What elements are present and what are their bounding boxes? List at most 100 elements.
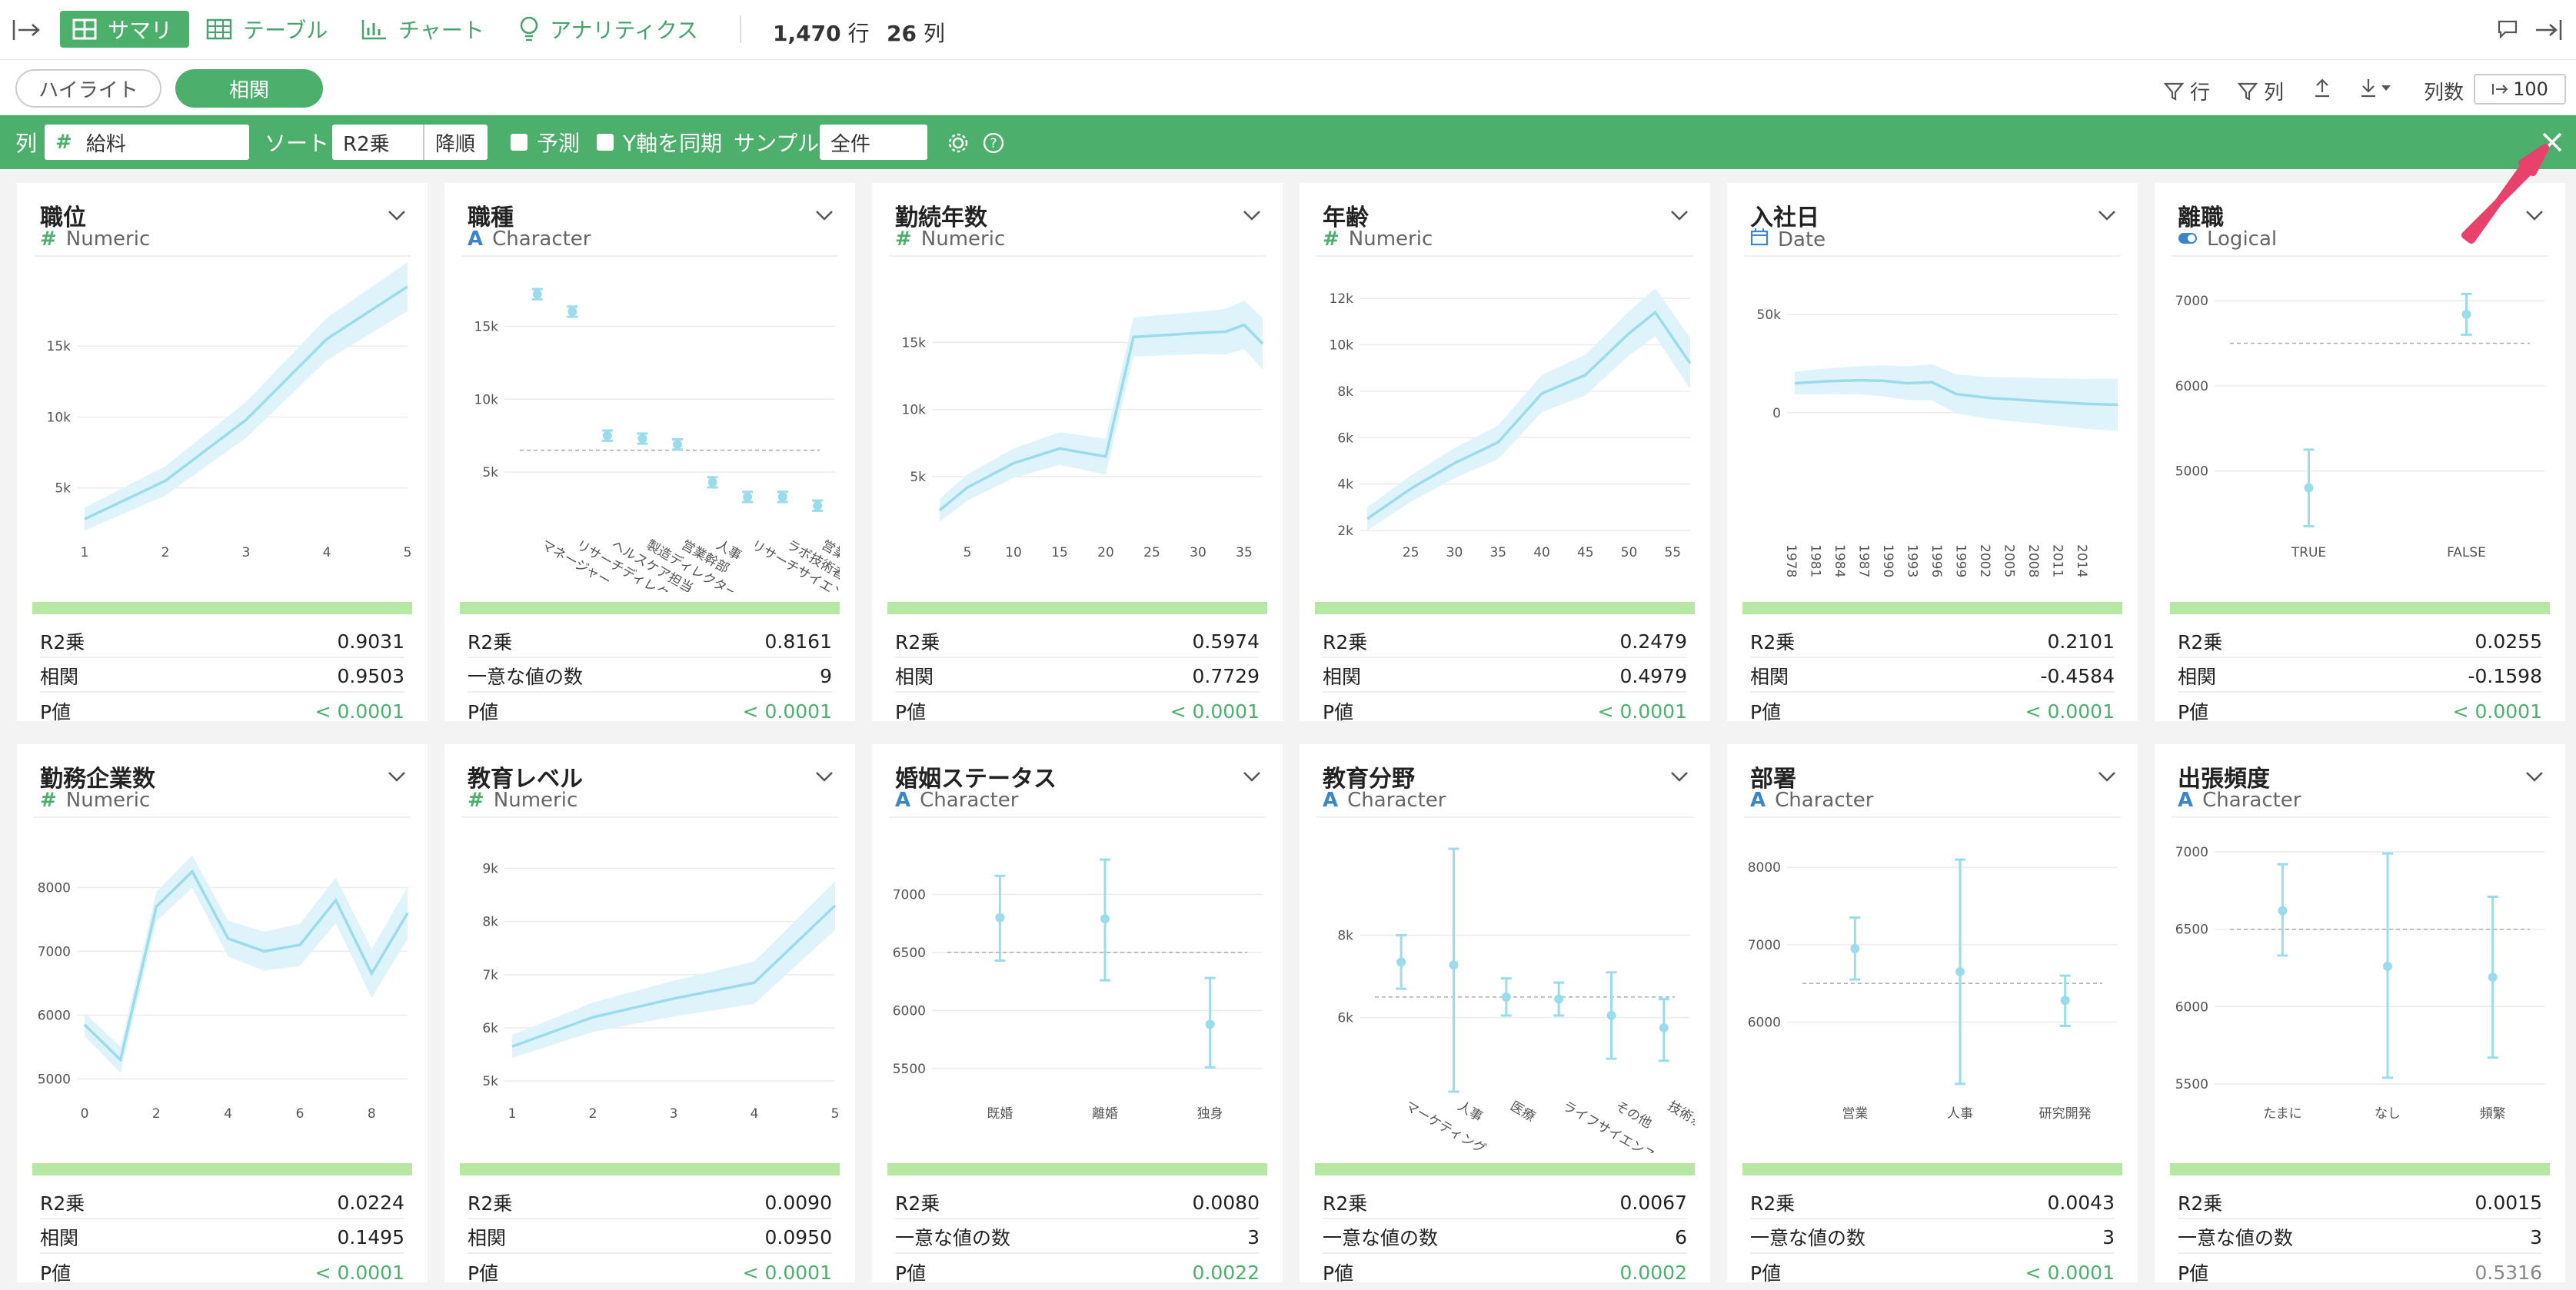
x-tick-label: 35 <box>1489 545 1506 560</box>
chevron-down-icon[interactable] <box>815 209 834 224</box>
predict-label: 予測 <box>537 131 581 156</box>
card-title: 勤務企業数 <box>40 766 155 793</box>
colnum-select[interactable]: 100 <box>2474 74 2566 105</box>
x-tick-label: 20 <box>1097 545 1114 560</box>
card-title: 勤続年数 <box>895 204 987 231</box>
x-tick-label: 6 <box>296 1106 305 1122</box>
checkbox-box[interactable] <box>511 134 528 151</box>
row-filter-button[interactable]: 行 <box>2164 77 2210 105</box>
stat-value: 0.0043 <box>2047 1191 2115 1214</box>
tab-analytics[interactable]: アナリティクス <box>519 11 698 48</box>
download-icon[interactable] <box>2359 77 2395 101</box>
stat-row: R2乗 0.5974 <box>895 626 1260 658</box>
gear-icon[interactable] <box>947 132 969 159</box>
variable-card: 職位 # Numeric 5k 10k 15k 1 2 3 4 5 R2乗 0.9031 相関 0.9503… <box>17 183 428 723</box>
mini-chart: 5000 6000 7000 TRUE FALSE <box>2175 292 2545 560</box>
y-tick-label: 0 <box>1772 406 1781 421</box>
variable-card: 部署 A Character 6000 7000 8000 営業 人事 研究開発 R2乗 0.004… <box>1727 744 2138 1285</box>
sync-y-checkbox[interactable]: Y軸を同期 <box>597 115 722 169</box>
x-tick-label: 3 <box>242 545 251 560</box>
stat-value: < 0.0001 <box>2025 1261 2115 1284</box>
highlight-button[interactable]: ハイライト <box>15 69 161 108</box>
stat-row: R2乗 0.0067 <box>1323 1187 1687 1219</box>
chevron-down-icon[interactable] <box>2525 770 2544 785</box>
x-tick-label: 人事 <box>1947 1106 1973 1122</box>
series-line <box>1366 310 1692 520</box>
y-tick-label: 4k <box>1337 477 1353 493</box>
chevron-down-icon[interactable] <box>1670 770 1689 785</box>
correlation-button[interactable]: 相関 <box>175 69 323 108</box>
calendar-icon <box>1750 228 1769 251</box>
stat-row: 一意な値の数 9 <box>468 660 832 693</box>
upload-icon[interactable] <box>2313 77 2331 101</box>
sort-order-select[interactable]: 降順 <box>423 125 488 160</box>
data-point <box>1659 1023 1669 1032</box>
chevron-down-icon[interactable] <box>1243 209 1261 224</box>
stat-row: P値 < 0.0001 <box>40 695 404 727</box>
variable-card: 婚姻ステータス A Character 5500 6000 6500 7000 既婚 離婚 独身 R… <box>872 744 1283 1285</box>
chevron-down-icon[interactable] <box>388 770 406 785</box>
stat-label: R2乗 <box>40 1192 85 1215</box>
card-divider <box>34 255 411 257</box>
stat-row: R2乗 0.0255 <box>2178 626 2542 658</box>
checkbox-box[interactable] <box>597 134 614 151</box>
data-point <box>2383 962 2392 972</box>
col-label: 列 <box>15 131 38 156</box>
x-tick-label: 40 <box>1533 545 1550 560</box>
series-line <box>83 869 409 1062</box>
x-tick-label: 25 <box>1143 545 1160 560</box>
x-tick-label: 4 <box>224 1106 232 1122</box>
col-count: 26 列 <box>887 17 945 48</box>
card-title: 入社日 <box>1750 204 1819 231</box>
confidence-band <box>940 300 1263 522</box>
tab-table[interactable]: テーブル <box>206 11 328 48</box>
panel-toggle-icon[interactable] <box>2534 18 2562 45</box>
arrow-right-bar-icon <box>2492 84 2508 95</box>
stat-label: 相関 <box>1323 666 1362 688</box>
r2-strength-bar <box>2170 1163 2550 1175</box>
stat-label: R2乗 <box>895 631 940 653</box>
data-point <box>673 440 682 450</box>
sort-by-select[interactable]: R2乗 <box>332 125 423 160</box>
character-type-icon: A <box>1323 789 1339 812</box>
confidence-band <box>1795 364 2118 431</box>
stat-value: < 0.0001 <box>2452 700 2542 723</box>
y-tick-label: 6500 <box>2175 923 2208 938</box>
col-filter-button[interactable]: 列 <box>2238 77 2284 105</box>
help-icon[interactable]: ? <box>983 132 1004 159</box>
y-tick-label: 5500 <box>893 1062 926 1077</box>
tab-chart[interactable]: チャート <box>361 11 484 48</box>
card-type-label: Numeric <box>920 228 1006 251</box>
stat-label: 相関 <box>40 1227 79 1249</box>
predict-checkbox[interactable]: 予測 <box>511 115 580 169</box>
x-tick-label: FALSE <box>2447 545 2486 560</box>
y-tick-label: 15k <box>474 319 499 334</box>
data-point <box>777 492 787 502</box>
confidence-band <box>512 881 835 1059</box>
tab-summary[interactable]: サマリ <box>60 11 189 48</box>
stat-row: R2乗 0.9031 <box>40 626 404 658</box>
chevron-down-icon[interactable] <box>2098 770 2116 785</box>
stat-row: P値 < 0.0001 <box>468 1256 832 1288</box>
comment-icon[interactable] <box>2496 18 2519 43</box>
chevron-down-icon[interactable] <box>388 209 406 224</box>
stat-row: P値 < 0.0001 <box>2178 695 2542 727</box>
x-tick-label: 2005 <box>2002 544 2017 577</box>
chevron-down-icon[interactable] <box>2525 209 2544 224</box>
x-tick-label: 営業 <box>1842 1106 1868 1122</box>
column-select[interactable]: # 給料 <box>45 125 249 160</box>
x-tick-label: 技術系 <box>1665 1099 1695 1132</box>
sort-label: ソート <box>265 131 330 156</box>
stat-row: R2乗 0.0224 <box>40 1187 404 1219</box>
sample-select[interactable]: 全件 <box>820 125 927 160</box>
data-point <box>1501 992 1511 1002</box>
chevron-down-icon[interactable] <box>1243 770 1261 785</box>
chevron-down-icon[interactable] <box>2098 209 2116 224</box>
tab-table-label: テーブル <box>243 18 328 43</box>
sidebar-toggle-icon[interactable] <box>12 18 40 45</box>
bulb-icon <box>520 16 538 42</box>
chevron-down-icon[interactable] <box>1670 209 1689 224</box>
variable-card: 勤続年数 # Numeric 5k 10k 15k 5 10 15 20 25 30 35 R2乗 0.59… <box>872 183 1283 723</box>
chevron-down-icon[interactable] <box>815 770 834 785</box>
